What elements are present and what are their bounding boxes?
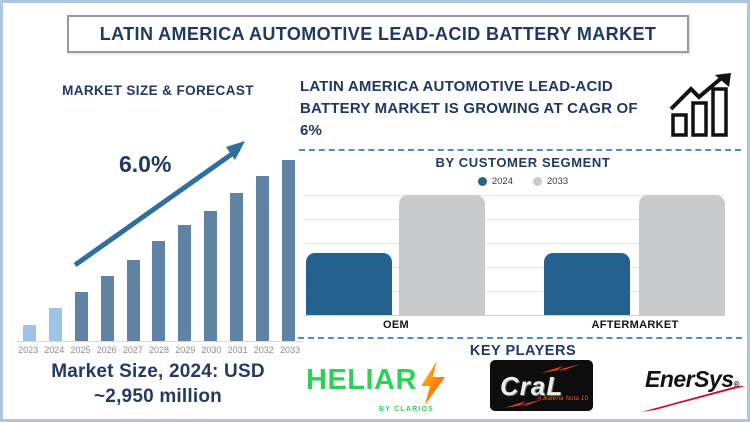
- segment-chart-gridline: [303, 243, 725, 244]
- legend-dot-icon: [533, 176, 542, 186]
- forecast-year-label: 2033: [279, 345, 300, 355]
- forecast-year-label: 2029: [175, 345, 196, 355]
- forecast-bar-2024: [48, 308, 62, 341]
- market-size-line1: Market Size, 2024: USD: [51, 361, 265, 382]
- cagr-value-label: 6.0%: [119, 151, 172, 177]
- segment-chart-legend: 2024 2033: [303, 174, 743, 188]
- forecast-bar-2026: [100, 276, 114, 341]
- key-players-title: KEY PLAYERS: [469, 343, 577, 359]
- market-size-line2: ~2,950 million: [94, 386, 222, 407]
- cral-lightning-top-icon: [541, 364, 581, 373]
- enersys-wordmark: EnerSys®: [645, 366, 740, 392]
- forecast-bar-2032: [256, 176, 270, 341]
- trend-arrow-icon: [73, 141, 245, 268]
- key-players-separator-line: [288, 337, 742, 339]
- heliar-logo: HELIAR BY CLARIOS: [306, 361, 464, 413]
- market-size-callout: Market Size, 2024: USD ~2,950 million: [9, 359, 307, 409]
- segment-bar-oem-2024: [306, 253, 392, 315]
- forecast-year-label: 2023: [18, 345, 39, 355]
- forecast-year-label: 2032: [253, 345, 274, 355]
- segment-bar-oem-2033: [399, 195, 485, 315]
- segment-chart-gridline: [303, 195, 725, 196]
- forecast-year-label: 2024: [44, 345, 65, 355]
- heliar-lightning-icon: [420, 361, 445, 405]
- forecast-bar-chart: [23, 158, 295, 341]
- forecast-year-label: 2028: [149, 345, 170, 355]
- forecast-bar-2028: [152, 241, 166, 341]
- segment-bar-chart: [303, 195, 725, 316]
- forecast-bar-2033: [281, 160, 295, 341]
- forecast-year-label: 2027: [122, 345, 143, 355]
- forecast-bar-2027: [126, 260, 140, 341]
- forecast-year-label: 2030: [201, 345, 222, 355]
- legend-item-2024: 2024: [477, 175, 513, 187]
- page-title: LATIN AMERICA AUTOMOTIVE LEAD-ACID BATTE…: [99, 23, 657, 44]
- legend-label: 2024: [491, 175, 513, 187]
- forecast-bar-2023: [23, 325, 36, 341]
- segment-category-label-aftermarket: AFTERMARKET: [591, 319, 679, 331]
- enersys-registered-mark: ®: [733, 380, 740, 389]
- segment-category-label-oem: OEM: [383, 319, 409, 331]
- forecast-year-axis: 2023 2024 2025 2026 2027 2028 2029 2030 2031 2032…: [15, 345, 303, 355]
- segment-chart-baseline: [303, 315, 725, 316]
- forecast-section-title: MARKET SIZE & FORECAST: [62, 83, 254, 98]
- headline-separator-line: [299, 149, 741, 151]
- forecast-year-label: 2025: [70, 345, 91, 355]
- page-title-box: LATIN AMERICA AUTOMOTIVE LEAD-ACID BATTE…: [67, 15, 689, 53]
- enersys-logo: EnerSys®: [641, 366, 745, 412]
- cral-lightning-bottom-icon: [504, 399, 544, 408]
- forecast-bar-2030: [204, 211, 218, 341]
- segment-chart-title: BY CUSTOMER SEGMENT: [435, 155, 611, 170]
- cral-wordmark: CraL: [500, 371, 564, 401]
- enersys-swoosh-icon: [641, 386, 745, 412]
- forecast-year-label: 2026: [96, 345, 117, 355]
- segment-chart-gridline: [303, 267, 725, 268]
- legend-label: 2033: [547, 175, 569, 187]
- heliar-by-clarios-label: BY CLARIOS: [378, 406, 434, 413]
- forecast-bar-2025: [74, 292, 88, 341]
- forecast-bar-2029: [178, 225, 192, 341]
- forecast-year-label: 2031: [227, 345, 248, 355]
- segment-chart-gridline: [303, 219, 725, 220]
- cral-logo: CraL A Bateria Nota 10: [490, 360, 593, 411]
- growth-headline: LATIN AMERICA AUTOMOTIVE LEAD-ACID BATTE…: [300, 78, 638, 139]
- legend-item-2033: 2033: [533, 176, 568, 187]
- segment-chart-gridline: [303, 291, 725, 292]
- segment-bar-aftermarket-2024: [544, 253, 630, 315]
- cral-tagline: A Bateria Nota 10: [537, 396, 588, 402]
- forecast-bar-2031: [230, 193, 244, 341]
- forecast-chart-baseline: [17, 341, 303, 342]
- legend-dot-icon: [477, 176, 487, 186]
- segment-bar-aftermarket-2033: [639, 195, 725, 315]
- heliar-wordmark: HELIAR: [306, 364, 417, 396]
- growth-chart-icon: [669, 73, 731, 137]
